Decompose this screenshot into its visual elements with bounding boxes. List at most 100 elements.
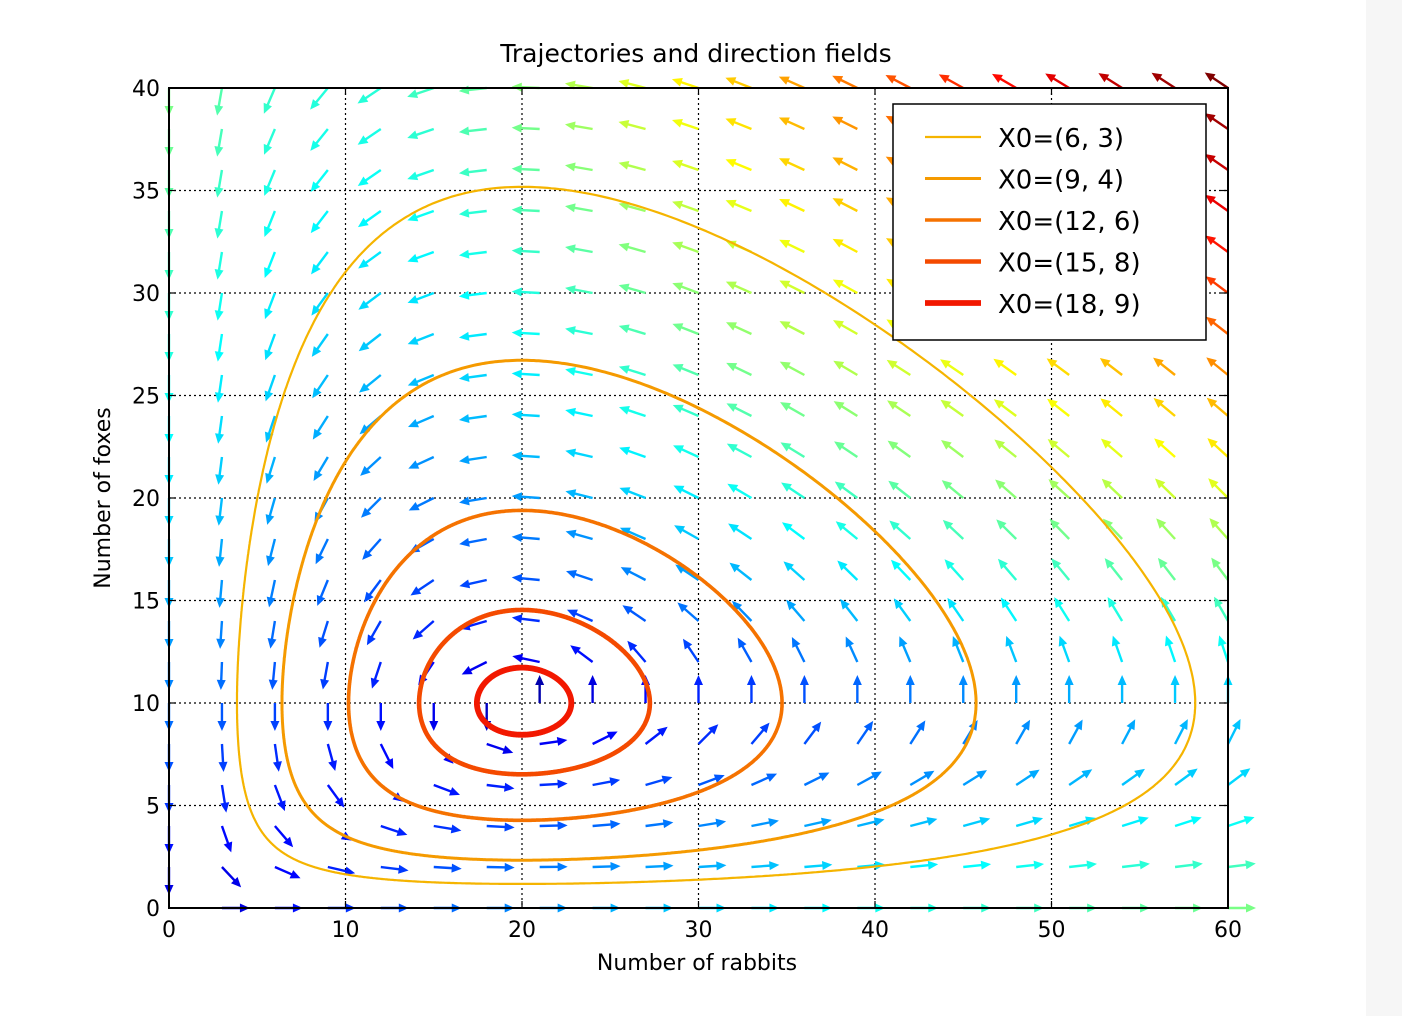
direction-arrow	[1174, 860, 1203, 870]
direction-arrow	[909, 817, 938, 828]
direction-arrow	[909, 770, 935, 787]
direction-arrow	[565, 285, 593, 295]
direction-arrow	[511, 369, 540, 379]
trajectory-line	[346, 508, 784, 823]
direction-arrow	[312, 374, 329, 399]
direction-arrow	[1047, 439, 1070, 458]
direction-arrow	[410, 579, 435, 596]
direction-arrow	[726, 322, 752, 336]
direction-arrow	[783, 561, 806, 581]
direction-arrow	[310, 128, 329, 151]
x-tick-label: 0	[162, 918, 176, 943]
x-axis-ticks: 0 10 20 30 40 50 60	[162, 88, 1242, 943]
direction-arrow	[511, 123, 540, 133]
direction-arrow	[511, 164, 540, 174]
direction-arrow	[564, 121, 593, 131]
direction-arrow	[1173, 719, 1188, 745]
direction-arrow	[511, 410, 540, 420]
direction-arrow	[671, 78, 699, 90]
direction-arrow	[941, 480, 965, 499]
y-tick-label: 5	[146, 795, 160, 820]
direction-arrow	[459, 578, 487, 589]
direction-arrow	[751, 818, 779, 828]
x-tick-label: 20	[508, 918, 536, 943]
direction-arrow	[566, 570, 593, 582]
direction-arrow	[1064, 675, 1074, 703]
direction-arrow	[1153, 357, 1176, 376]
direction-arrow	[619, 446, 646, 459]
direction-arrow	[459, 455, 487, 465]
direction-arrow	[832, 279, 858, 295]
direction-arrow	[799, 675, 809, 703]
chart-title: Trajectories and direction fields	[499, 39, 891, 68]
direction-arrow	[458, 249, 487, 259]
direction-arrow	[725, 199, 752, 213]
direction-arrow	[588, 675, 598, 703]
direction-arrow	[622, 605, 647, 622]
direction-arrow	[407, 168, 435, 181]
direction-arrow	[1100, 398, 1123, 417]
direction-arrow	[315, 538, 329, 565]
direction-arrow	[408, 414, 435, 428]
gridlines	[169, 88, 1228, 908]
direction-arrow	[833, 320, 858, 336]
direction-arrow	[511, 573, 540, 583]
direction-arrow	[958, 675, 968, 703]
direction-arrow	[407, 209, 435, 222]
direction-arrow	[511, 492, 540, 502]
direction-arrow	[887, 400, 911, 417]
direction-arrow	[1154, 438, 1176, 458]
direction-arrow	[698, 818, 727, 828]
direction-arrow	[893, 598, 912, 622]
direction-arrow	[511, 451, 540, 461]
direction-arrow	[1205, 235, 1229, 253]
direction-arrow	[221, 866, 242, 888]
direction-arrow	[565, 529, 593, 541]
direction-arrow	[313, 456, 329, 482]
direction-arrow	[673, 485, 700, 500]
direction-arrow	[1204, 113, 1229, 130]
direction-arrow	[215, 497, 225, 526]
direction-arrow	[888, 480, 912, 499]
direction-arrow	[318, 620, 329, 648]
direction-arrow	[459, 537, 487, 547]
direction-arrow	[364, 579, 382, 603]
direction-arrow	[565, 407, 593, 418]
direction-arrow	[645, 775, 673, 787]
direction-arrow	[857, 817, 885, 828]
direction-arrow	[326, 743, 337, 772]
trajectory-line	[416, 607, 653, 777]
direction-arrow	[791, 636, 806, 663]
direction-arrow	[216, 620, 226, 649]
direction-arrow	[264, 292, 277, 320]
direction-arrow	[215, 415, 224, 444]
direction-arrow	[266, 538, 277, 567]
direction-arrow	[214, 251, 224, 280]
direction-arrow	[323, 703, 333, 731]
y-tick-label: 15	[132, 590, 160, 615]
direction-arrow	[1204, 72, 1229, 89]
direction-arrow	[511, 205, 540, 215]
direction-arrow	[995, 479, 1017, 499]
direction-arrow	[1211, 557, 1229, 581]
direction-arrow	[726, 443, 753, 459]
direction-arrow	[889, 520, 912, 540]
direction-arrow	[737, 637, 753, 663]
legend-label: X0=(12, 6)	[998, 207, 1141, 237]
direction-arrow	[220, 784, 230, 813]
direction-arrow	[729, 562, 753, 581]
direction-arrow	[539, 779, 568, 789]
direction-arrow	[539, 862, 568, 872]
direction-arrow	[833, 360, 858, 377]
direction-arrow	[997, 558, 1018, 581]
trajectories	[235, 185, 1197, 885]
direction-arrow	[832, 157, 858, 172]
direction-arrow	[358, 292, 382, 310]
direction-arrow	[962, 816, 991, 828]
direction-arrow	[380, 824, 408, 836]
direction-arrow	[779, 239, 805, 254]
direction-arrow	[380, 864, 409, 874]
direction-arrow	[511, 246, 540, 256]
direction-arrow	[316, 579, 329, 606]
direction-arrow	[565, 162, 593, 172]
